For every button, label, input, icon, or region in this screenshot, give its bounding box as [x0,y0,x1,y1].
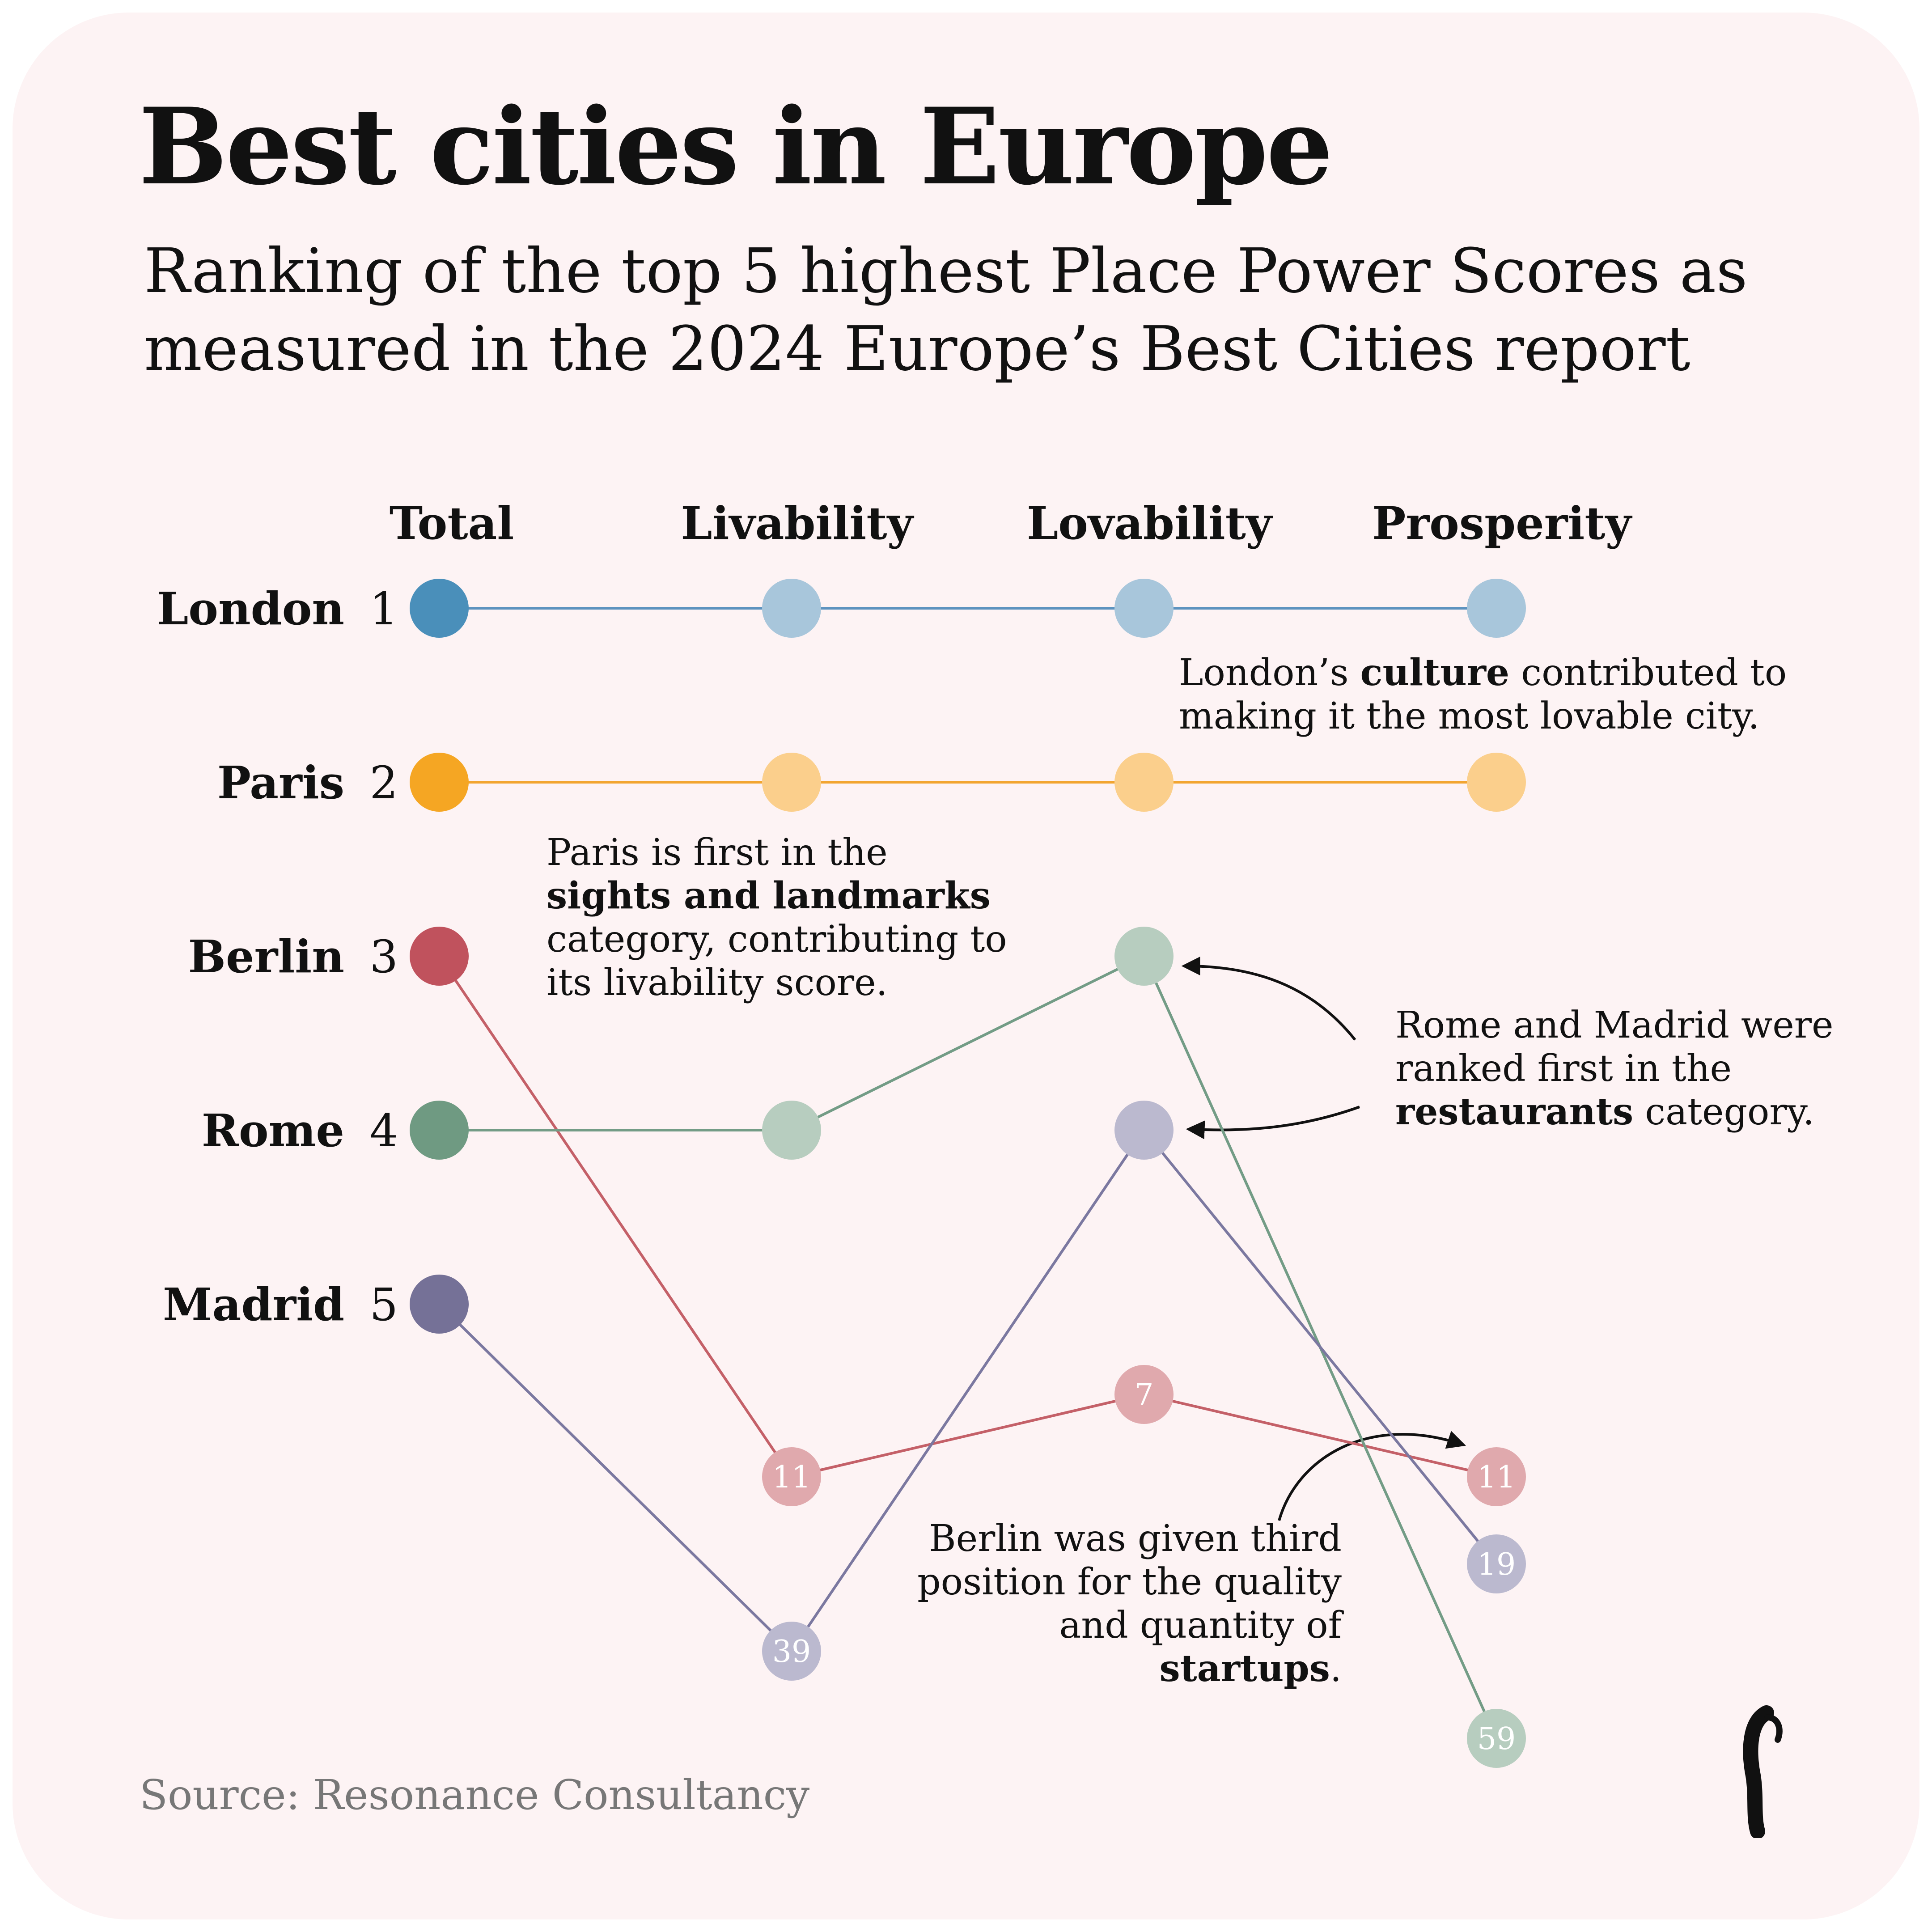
point-madrid-prosperity [1467,1534,1526,1593]
line-berlin-segment-3 [1144,1393,1497,1478]
point-paris-lovability [1114,753,1174,812]
rank-label-madrid: 5 [369,1279,398,1331]
line-berlin-segment-1 [438,955,793,1478]
row-labels: 1 London 2 Paris 3 Berlin 4 Rome 5 Madrid [157,582,398,1331]
point-london-lovability [1114,579,1174,638]
chart-subtitle: Ranking of the top 5 highest Place Power… [144,236,1748,385]
point-label-berlin-prosperity: 11 [1477,1460,1516,1495]
point-berlin-lovability [1114,1365,1174,1424]
point-rome-livability [762,1101,821,1160]
point-london-total [410,579,469,638]
publisher-logo [1743,1705,1783,1838]
line-rome-segment-2 [791,955,1145,1131]
city-label-berlin: Berlin [188,930,344,983]
city-label-madrid: Madrid [163,1278,344,1331]
column-header-prosperity: Prosperity [1372,497,1632,550]
annotation-berlin: Berlin was given third position for the … [917,1517,1342,1690]
city-label-paris: Paris [217,756,344,809]
line-madrid-segment-2 [790,1129,1145,1652]
point-london-livability [762,579,821,638]
column-header-livability: Livability [681,497,914,550]
background-card [13,13,1919,1919]
point-madrid-lovability [1114,1101,1174,1160]
rank-label-berlin: 3 [369,931,398,983]
line-berlin-segment-2 [791,1393,1144,1478]
point-madrid-total [410,1275,469,1334]
point-berlin-prosperity [1467,1447,1526,1506]
rank-label-rome: 4 [369,1105,398,1157]
annotation-rome-madrid: Rome and Madrid were ranked first in the… [1395,1004,1834,1133]
point-berlin-total [410,927,469,986]
point-rome-lovability [1114,927,1174,986]
city-label-rome: Rome [202,1104,344,1157]
column-header-total: Total [390,497,514,550]
point-paris-total [410,753,469,812]
source-note: Source: Resonance Consultancy [140,1771,810,1819]
rank-label-paris: 2 [369,757,398,809]
column-header-lovability: Lovability [1027,497,1273,550]
line-madrid-segment-1 [438,1303,793,1652]
point-madrid-livability [762,1622,821,1681]
column-headers: Total Livability Lovability Prosperity [390,497,1633,550]
point-paris-prosperity [1467,753,1526,812]
arrow-madrid [1186,1106,1360,1140]
point-label-madrid-prosperity: 19 [1477,1547,1516,1582]
series-lines [438,607,1498,1739]
point-rome-total [410,1101,469,1160]
point-label-berlin-livability: 11 [772,1460,811,1495]
point-label-rome-prosperity: 59 [1477,1721,1516,1757]
point-rome-prosperity [1467,1709,1526,1768]
point-berlin-livability [762,1447,821,1506]
line-madrid-segment-3 [1143,1129,1498,1565]
annotation-london: London’s culture contributed to making i… [1179,651,1787,737]
point-label-madrid-livability: 39 [772,1634,811,1669]
arrow-rome [1181,957,1356,1041]
point-london-prosperity [1467,579,1526,638]
chart-title: Best cities in Europe [139,85,1333,208]
point-label-berlin-lovability: 7 [1134,1377,1153,1413]
annotation-paris: Paris is first in the sights and landmar… [547,831,1007,1004]
annotation-arrows [1181,957,1466,1521]
rank-label-london: 1 [369,583,398,635]
city-label-london: London [157,582,344,635]
point-paris-livability [762,753,821,812]
series-points: 11 7 11 59 39 19 [410,579,1526,1768]
arrow-berlin [1278,1431,1466,1521]
